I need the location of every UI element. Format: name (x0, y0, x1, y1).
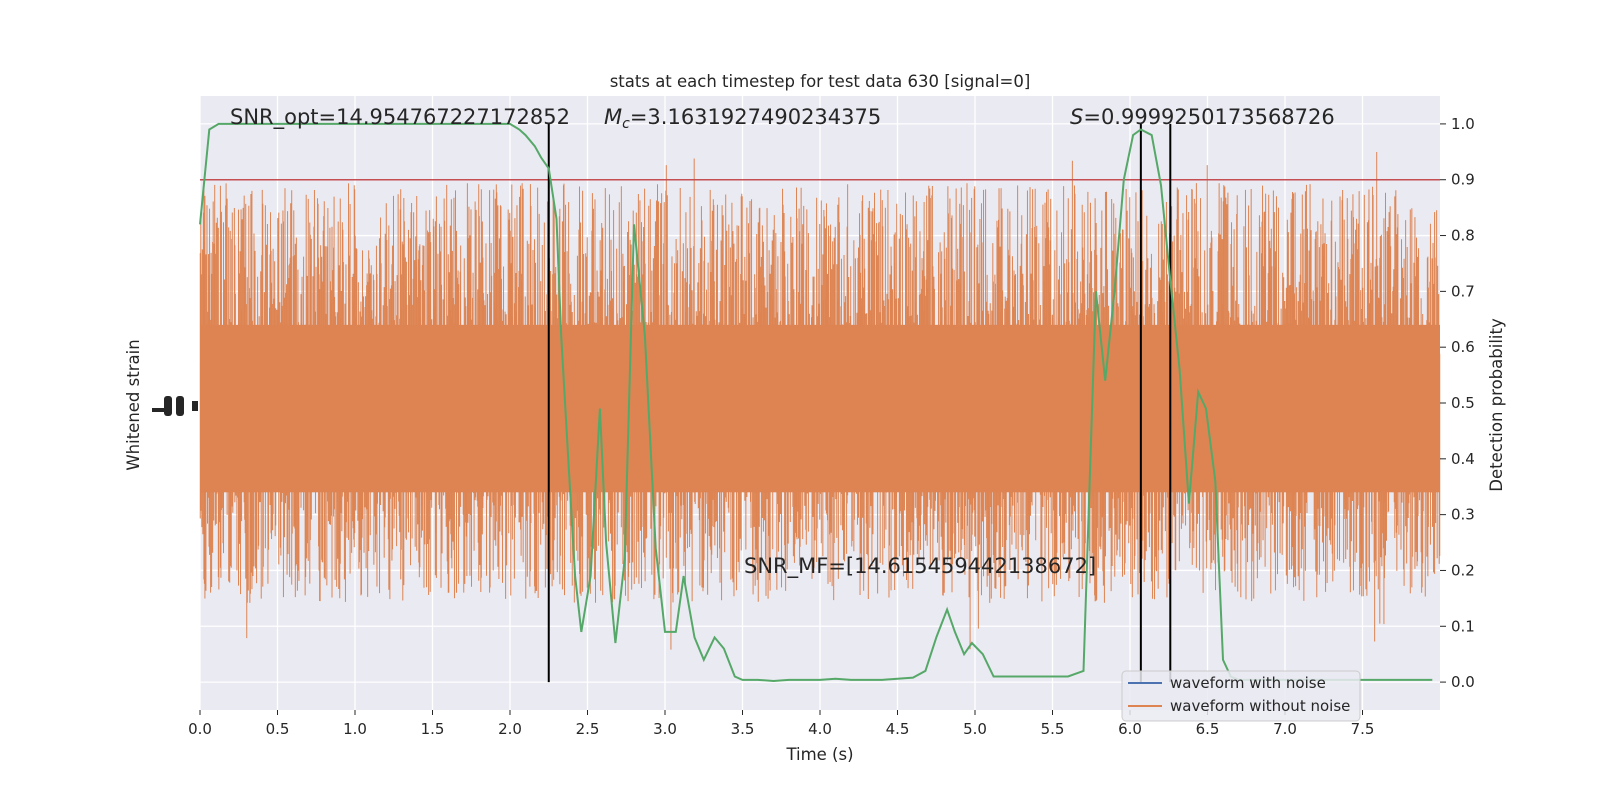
left-tick-mark-2 (176, 396, 184, 416)
y-tick-label-0: 0.0 (1451, 673, 1475, 691)
noise-core-band (200, 324, 1440, 493)
x-tick-label-3: 1.5 (421, 720, 445, 738)
s-value: =0.9999250173568726 (1083, 105, 1334, 129)
x-tick-label-1: 0.5 (266, 720, 290, 738)
x-tick-label-6: 3.0 (653, 720, 677, 738)
x-axis-label: Time (s) (785, 745, 853, 764)
left-tick-mark-0 (152, 408, 164, 412)
chirp-mass-subscript: c (622, 116, 630, 132)
legend-box (1121, 670, 1361, 722)
x-tick-label-7: 3.5 (731, 720, 755, 738)
marker-vlines (547, 123, 1172, 683)
x-tick-label-2: 1.0 (343, 720, 367, 738)
y-tick-label-4: 0.4 (1451, 450, 1475, 468)
legend-label-waveform-without-noise: waveform without noise (1170, 697, 1350, 715)
left-tick-mark-3 (192, 401, 198, 411)
s-symbol: S (1070, 105, 1083, 129)
left-y-axis-label: Whitened strain (124, 339, 143, 470)
y-tick-label-5: 0.5 (1451, 394, 1475, 412)
legend: waveform with noise waveform without noi… (1121, 670, 1361, 722)
y-tick-label-7: 0.7 (1451, 282, 1475, 300)
waveform-without-noise-series (199, 152, 1441, 650)
x-tick-label-15: 7.5 (1351, 720, 1375, 738)
x-tick-label-4: 2.0 (498, 720, 522, 738)
snr-opt-annotation: SNR_opt=14.954767227172852 (230, 105, 570, 130)
detection-probability-line (199, 122, 1433, 683)
x-tick-label-8: 4.0 (808, 720, 832, 738)
chirp-mass-value: =3.1631927490234375 (630, 105, 881, 129)
y-tick-label-8: 0.8 (1451, 227, 1475, 245)
s-annotation: S=0.9999250173568726 (1070, 105, 1335, 129)
y-tick-label-9: 0.9 (1451, 171, 1475, 189)
right-axis-ticks: 0.0 0.1 0.2 0.3 0.4 0.5 0.6 0.7 0.8 0.9 1.0 (1440, 115, 1475, 691)
x-tick-label-11: 5.5 (1041, 720, 1065, 738)
chart-title: stats at each timestep for test data 630… (610, 72, 1031, 91)
x-tick-label-10: 5.0 (963, 720, 987, 738)
right-y-axis-label: Detection probability (1487, 318, 1506, 492)
snr-mf-annotation: SNR_MF=[14.615459442138672] (744, 554, 1096, 579)
legend-label-waveform-with-noise: waveform with noise (1170, 674, 1326, 692)
x-tick-label-12: 6.0 (1118, 720, 1142, 738)
x-tick-label-5: 2.5 (576, 720, 600, 738)
x-tick-label-9: 4.5 (886, 720, 910, 738)
x-tick-label-13: 6.5 (1196, 720, 1220, 738)
y-tick-label-6: 0.6 (1451, 338, 1475, 356)
chirp-mass-annotation: Mc=3.1631927490234375 (604, 105, 881, 132)
left-tick-mark-1 (164, 396, 172, 416)
y-tick-label-2: 0.2 (1451, 561, 1475, 579)
y-tick-label-1: 0.1 (1451, 617, 1475, 635)
x-tick-label-14: 7.0 (1273, 720, 1297, 738)
x-axis-ticks: 0.0 0.5 1.0 1.5 2.0 2.5 3.0 3.5 4.0 4.5 5.0 5.5 6.0 6… (188, 710, 1374, 738)
y-tick-label-10: 1.0 (1451, 115, 1475, 133)
left-axis-tick-marks (152, 396, 198, 416)
chirp-mass-symbol: M (604, 105, 622, 129)
y-tick-label-3: 0.3 (1451, 506, 1475, 524)
x-tick-label-0: 0.0 (188, 720, 212, 738)
